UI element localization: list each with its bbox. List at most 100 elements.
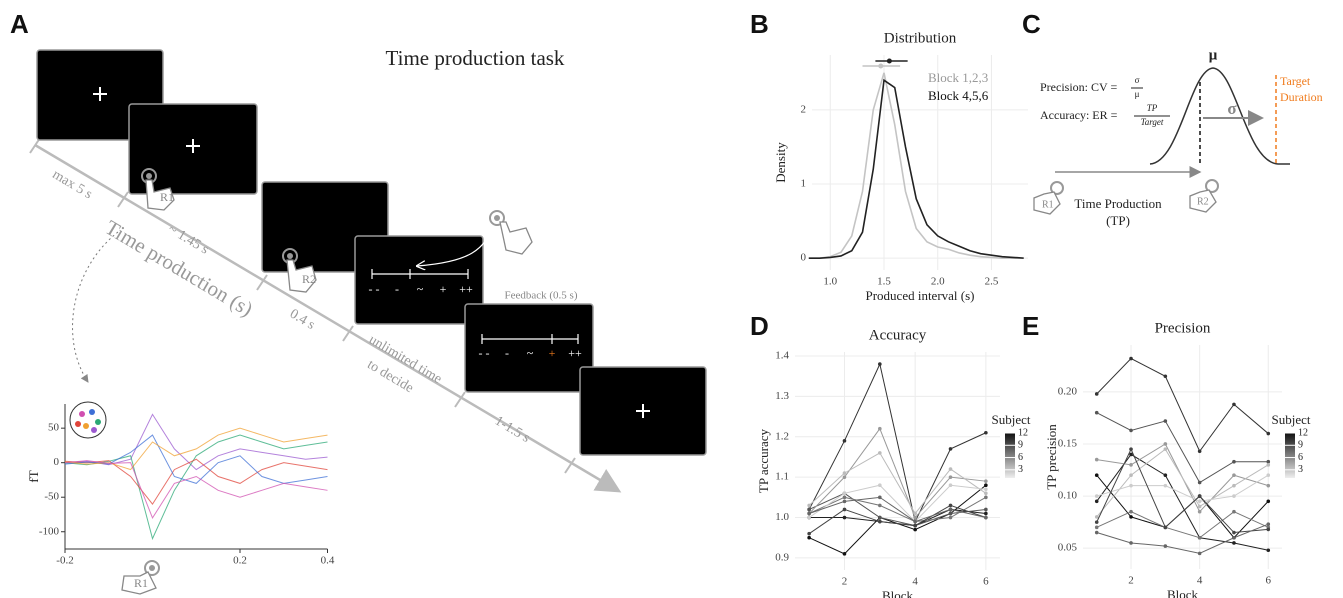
colorbar bbox=[1285, 433, 1295, 478]
formula-num: σ bbox=[1135, 75, 1140, 85]
gaussian bbox=[1149, 67, 1290, 165]
data-point bbox=[1232, 402, 1236, 407]
scale-label: - bbox=[505, 346, 509, 360]
y-tick-label: 1.3 bbox=[775, 390, 789, 402]
data-point bbox=[1232, 509, 1236, 514]
data-point bbox=[984, 495, 988, 500]
data-point bbox=[878, 451, 882, 455]
x-tick-label: 1.5 bbox=[877, 276, 891, 288]
data-point bbox=[913, 523, 917, 528]
series-line bbox=[808, 496, 987, 523]
target-label: Duration bbox=[1280, 90, 1323, 104]
x-tick-label: 4 bbox=[912, 576, 918, 588]
data-point bbox=[807, 511, 811, 516]
hand-icon: R1 bbox=[1033, 181, 1064, 215]
data-point bbox=[984, 430, 988, 435]
formula-den: Target bbox=[1141, 117, 1164, 127]
screen bbox=[354, 235, 484, 325]
panel-label: D bbox=[750, 311, 769, 341]
screen bbox=[464, 303, 594, 393]
data-point bbox=[913, 511, 917, 516]
legend-title: Subject bbox=[1272, 412, 1311, 427]
data-point bbox=[948, 475, 953, 479]
y-axis-label: TP accuracy bbox=[756, 428, 771, 493]
panel-label: C bbox=[1022, 9, 1041, 39]
data-point bbox=[807, 503, 811, 508]
data-point bbox=[984, 487, 988, 492]
data-point bbox=[1094, 525, 1099, 530]
data-point bbox=[1129, 515, 1133, 519]
data-point bbox=[842, 439, 847, 443]
tp-label: (TP) bbox=[1106, 213, 1130, 228]
data-point bbox=[807, 507, 811, 512]
y-tick-label: 0.05 bbox=[1058, 542, 1078, 554]
colorbar bbox=[1005, 433, 1015, 478]
y-tick-label: 2 bbox=[801, 103, 807, 115]
hand-icon: R2 bbox=[1189, 179, 1219, 213]
y-tick-label: 0 bbox=[54, 456, 60, 468]
data-point bbox=[1266, 473, 1271, 478]
x-tick-label: 4 bbox=[1197, 575, 1203, 587]
data-point bbox=[1094, 530, 1099, 535]
chart-title: Accuracy bbox=[869, 327, 927, 343]
fixation-cross bbox=[93, 87, 107, 101]
data-point bbox=[842, 475, 847, 479]
data-point bbox=[1129, 541, 1133, 545]
data-point bbox=[1129, 463, 1133, 467]
hand-icon: R2 bbox=[282, 248, 317, 293]
legend-title: Subject bbox=[992, 412, 1031, 427]
data-point bbox=[913, 515, 917, 520]
y-tick-label: 0.20 bbox=[1058, 385, 1078, 397]
data-point bbox=[1266, 431, 1271, 436]
formula-label: Accuracy: ER = bbox=[1040, 108, 1118, 122]
data-point bbox=[842, 515, 847, 520]
data-point bbox=[1232, 473, 1236, 478]
legend-entry: Block 4,5,6 bbox=[928, 88, 989, 103]
series-line bbox=[1096, 474, 1269, 502]
tp-label: Time Production bbox=[1074, 196, 1162, 211]
sigma: σ bbox=[1227, 99, 1237, 118]
data-point bbox=[1266, 483, 1271, 488]
series-line bbox=[808, 427, 986, 519]
x-tick-label: 2.5 bbox=[985, 276, 999, 288]
y-axis-label: Density bbox=[773, 142, 788, 183]
series-line bbox=[64, 458, 328, 505]
data-point bbox=[1094, 499, 1099, 504]
scale-label: - - bbox=[369, 282, 380, 296]
data-point bbox=[1163, 483, 1168, 488]
y-tick-label: 1.1 bbox=[775, 471, 789, 483]
target-label: Target bbox=[1280, 74, 1311, 88]
y-tick-label: -100 bbox=[39, 525, 60, 537]
data-point bbox=[878, 515, 882, 520]
x-tick-label: 2.0 bbox=[931, 276, 945, 288]
data-point bbox=[1197, 480, 1202, 485]
data-point bbox=[1129, 509, 1133, 514]
slider bbox=[481, 334, 579, 344]
data-point bbox=[1129, 356, 1133, 361]
y-axis-label: TP precision bbox=[1044, 424, 1059, 490]
data-point bbox=[984, 491, 988, 496]
y-tick-label: 0.10 bbox=[1058, 490, 1078, 502]
data-point bbox=[1094, 473, 1099, 478]
data-point bbox=[1197, 509, 1202, 514]
timeline-label: 1-1.5 s bbox=[492, 414, 532, 446]
response-label: R1 bbox=[160, 190, 174, 204]
scale-label: ~ bbox=[417, 282, 424, 296]
series-line bbox=[1096, 357, 1269, 453]
y-tick-label: 1 bbox=[801, 178, 807, 190]
data-point bbox=[1232, 535, 1236, 540]
data-point bbox=[878, 362, 882, 366]
data-point bbox=[1197, 504, 1202, 509]
series-line bbox=[808, 484, 986, 523]
data-point bbox=[1197, 499, 1202, 504]
series-line bbox=[808, 362, 987, 524]
formula-num: TP bbox=[1147, 103, 1158, 113]
panel-title: Time production task bbox=[386, 46, 565, 70]
data-point bbox=[1094, 392, 1099, 396]
x-tick-label: 6 bbox=[1266, 575, 1272, 587]
mean-point bbox=[878, 63, 884, 69]
x-tick-label: -0.2 bbox=[56, 555, 73, 567]
y-axis-label: fT bbox=[26, 470, 41, 482]
chart-title: Precision bbox=[1155, 320, 1211, 336]
